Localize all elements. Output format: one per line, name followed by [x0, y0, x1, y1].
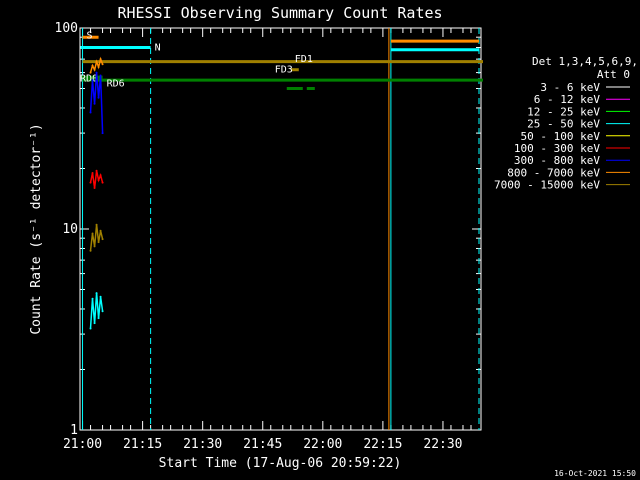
data-point — [99, 229, 102, 232]
flag-label: RD0 — [80, 74, 98, 85]
y-tick-label: 10 — [62, 222, 78, 237]
data-point — [89, 111, 92, 114]
data-point — [97, 65, 100, 68]
flag-label: S — [87, 30, 93, 41]
data-point — [93, 322, 96, 325]
flag-label: FD1 — [295, 54, 313, 65]
data-point — [95, 223, 98, 226]
y-axis-label: Count Rate (s⁻¹ detector⁻¹) — [29, 123, 44, 334]
chart-title: RHESSI Observing Summary Count Rates — [117, 4, 442, 22]
data-point — [99, 295, 102, 298]
timestamp: 16-Oct-2021 15:50 — [554, 469, 636, 478]
data-point — [93, 245, 96, 248]
legend-label: 25 - 50 keV — [527, 118, 600, 131]
data-point — [95, 292, 98, 295]
x-tick-label: 21:45 — [243, 437, 282, 452]
data-point — [101, 238, 104, 241]
data-point — [89, 71, 92, 74]
legend-label: 6 - 12 keV — [534, 93, 601, 106]
data-point — [89, 181, 92, 184]
flag-label: N — [155, 42, 161, 53]
x-tick-label: 22:15 — [363, 437, 402, 452]
data-point — [99, 58, 102, 61]
y-tick-label: 1 — [70, 423, 78, 438]
data-point — [101, 181, 104, 184]
x-tick-label: 22:30 — [423, 437, 462, 452]
night-markers — [82, 28, 480, 430]
series-line — [89, 72, 104, 134]
data-point — [101, 132, 104, 135]
data-point — [99, 74, 102, 77]
plot-frame — [79, 27, 482, 431]
data-point — [93, 68, 96, 71]
data-point — [95, 169, 98, 172]
x-tick-label: 21:30 — [183, 437, 222, 452]
data-point — [95, 60, 98, 63]
data-point — [91, 171, 94, 174]
y-tick-label: 100 — [55, 21, 78, 36]
legend-label: 12 - 25 keV — [527, 105, 600, 118]
data-point — [91, 64, 94, 67]
data-point — [91, 297, 94, 300]
data-point — [97, 241, 100, 244]
legend-label: 3 - 6 keV — [540, 81, 600, 94]
x-axis-label: Start Time (17-Aug-06 20:59:22) — [159, 456, 402, 471]
data-point — [93, 186, 96, 189]
count-rate-series — [89, 56, 104, 330]
legend-header: Det 1,3,4,5,6,9, — [532, 55, 638, 68]
x-tick-label: 21:15 — [123, 437, 162, 452]
flag-label: FD3 — [275, 65, 293, 76]
data-point — [101, 310, 104, 313]
x-axis-ticks: 21:00 21:15 21:30 21:45 22:00 22:15 22:30 — [63, 28, 472, 452]
legend-label: 300 - 800 keV — [514, 154, 600, 167]
data-point — [97, 317, 100, 320]
data-point — [91, 232, 94, 235]
data-point — [91, 79, 94, 82]
series-line — [89, 224, 104, 251]
legend-label: 50 - 100 keV — [521, 130, 601, 143]
x-tick-label: 21:00 — [63, 437, 102, 452]
data-point — [101, 63, 104, 66]
legend-label: 7000 - 15000 keV — [494, 179, 600, 192]
data-point — [99, 174, 102, 177]
legend-label: 100 - 300 keV — [514, 142, 600, 155]
x-tick-label: 22:00 — [303, 437, 342, 452]
data-point — [97, 179, 100, 182]
data-point — [89, 249, 92, 252]
legend-header: Att 0 — [597, 68, 630, 81]
flag-label: RD6 — [107, 78, 125, 89]
data-point — [89, 327, 92, 330]
data-point — [95, 71, 98, 74]
data-point — [93, 102, 96, 105]
legend-label: 800 - 7000 keV — [507, 166, 600, 179]
data-point — [97, 96, 100, 99]
